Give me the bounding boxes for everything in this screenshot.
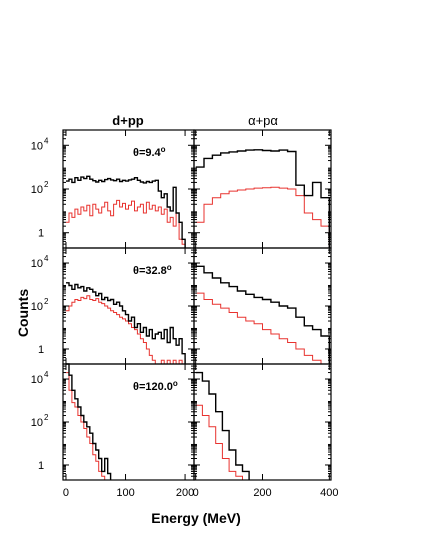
x-tick-label: 0 bbox=[63, 487, 69, 499]
y-tick-label-exponent: 4 bbox=[44, 136, 49, 145]
y-axis-label: Counts bbox=[15, 289, 31, 337]
y-tick-label: 10 bbox=[31, 417, 43, 429]
y-tick-label-exponent: 2 bbox=[44, 180, 49, 189]
series-red-r0-c1 bbox=[195, 186, 330, 248]
y-tick-label-exponent: 4 bbox=[44, 370, 49, 379]
series-black-r0-c1 bbox=[195, 149, 330, 248]
y-tick-label-exponent: 2 bbox=[44, 297, 49, 306]
series-black-r1-c0 bbox=[66, 282, 186, 364]
panel-frame bbox=[62, 129, 195, 249]
x-axis-label: Energy (MeV) bbox=[151, 510, 240, 526]
series-red-r2-c1 bbox=[195, 404, 250, 481]
panel-frame bbox=[62, 247, 195, 365]
column-title-dpp: d+pp bbox=[112, 113, 143, 128]
angle-degree-symbol: o bbox=[161, 145, 166, 154]
series-black-r2-c1 bbox=[195, 371, 250, 480]
y-tick-label: 10 bbox=[31, 374, 43, 386]
panel-r1-c1 bbox=[193, 247, 332, 365]
angle-label: θ=9.4o bbox=[133, 145, 166, 160]
panel-r0-c1 bbox=[193, 129, 332, 249]
angle-degree-symbol: o bbox=[173, 379, 178, 388]
y-tick-label: 10 bbox=[31, 184, 43, 196]
x-tick-label: 200 bbox=[176, 487, 194, 499]
y-tick-label-exponent: 2 bbox=[44, 413, 49, 422]
x-tick-label: 400 bbox=[320, 487, 338, 499]
panel-frame bbox=[193, 247, 332, 365]
series-red-r1-c1 bbox=[195, 292, 330, 365]
x-tick-label: 100 bbox=[116, 487, 134, 499]
series-black-r2-c0 bbox=[66, 363, 112, 480]
panel-frame bbox=[193, 129, 332, 249]
series-red-r2-c0 bbox=[66, 372, 111, 481]
x-tick-label: 0 bbox=[193, 487, 199, 499]
y-tick-label: 1 bbox=[38, 460, 44, 472]
series-red-r0-c0 bbox=[66, 199, 186, 248]
x-tick-label: 200 bbox=[253, 487, 271, 499]
y-tick-label: 1 bbox=[38, 228, 44, 240]
angle-label: θ=120.0o bbox=[133, 379, 178, 394]
panel-frame bbox=[193, 363, 332, 481]
column-title-alpha: α+pα bbox=[248, 113, 278, 128]
y-tick-label: 1 bbox=[38, 344, 44, 356]
series-black-r1-c1 bbox=[195, 265, 330, 364]
y-tick-label: 10 bbox=[31, 140, 43, 152]
panel-r2-c1: 0 200 400 bbox=[193, 363, 339, 499]
y-tick-label-exponent: 4 bbox=[44, 254, 49, 263]
angle-label: θ=32.8o bbox=[133, 263, 172, 278]
y-tick-label: 10 bbox=[31, 258, 43, 270]
angle-degree-symbol: o bbox=[167, 263, 172, 272]
series-black-r0-c0 bbox=[66, 175, 186, 248]
y-tick-label: 10 bbox=[31, 301, 43, 313]
